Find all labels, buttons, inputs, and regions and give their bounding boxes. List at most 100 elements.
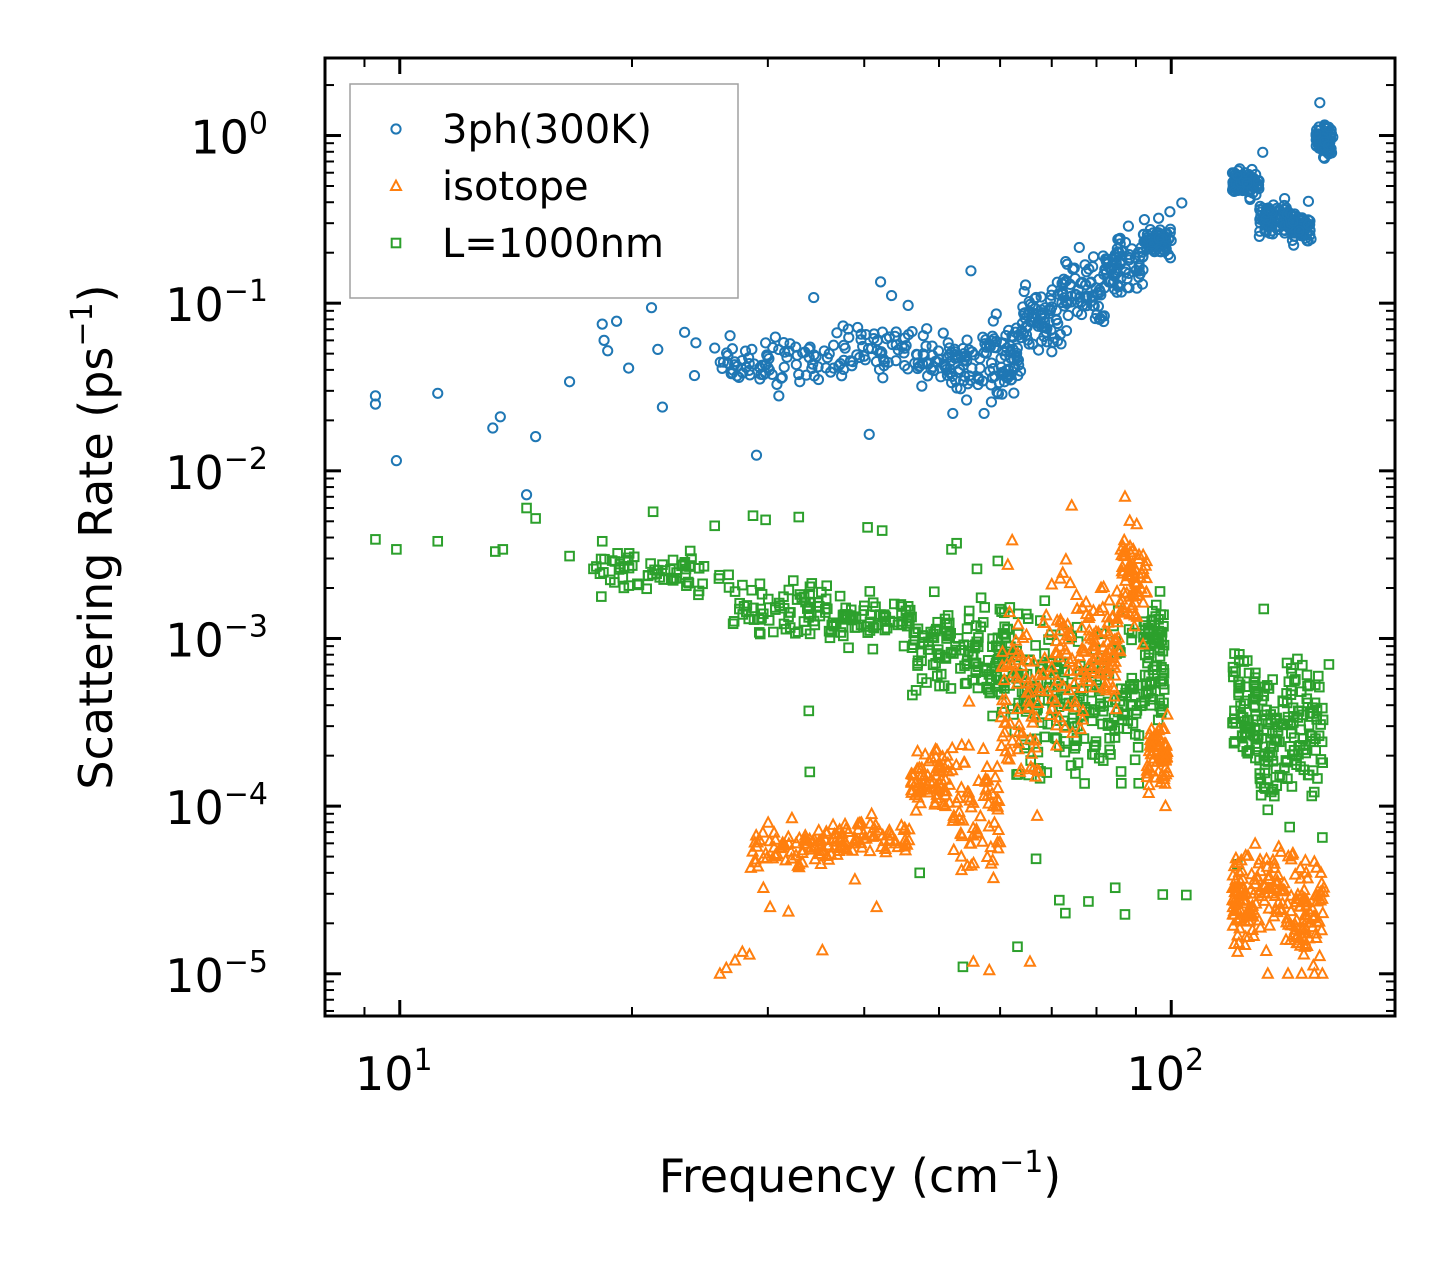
data-point — [1306, 901, 1320, 915]
data-point — [997, 628, 1009, 639]
data-point — [895, 599, 907, 610]
data-point — [564, 550, 575, 562]
x-axis-title: Frequency (cm−1) — [659, 1145, 1062, 1203]
data-point — [1158, 697, 1169, 709]
data-point — [1011, 741, 1025, 755]
data-point — [970, 824, 985, 838]
data-point — [1065, 760, 1077, 771]
data-point — [1259, 755, 1271, 766]
data-point — [1146, 238, 1158, 250]
data-point — [1003, 716, 1017, 729]
data-point — [951, 537, 962, 549]
data-point — [849, 622, 861, 633]
data-point — [995, 659, 1009, 672]
data-point — [1233, 682, 1245, 694]
data-point — [848, 871, 862, 885]
data-point — [1100, 667, 1114, 681]
data-point — [750, 449, 763, 461]
data-point — [1310, 128, 1322, 140]
data-point — [928, 795, 942, 808]
data-point — [1156, 721, 1170, 735]
data-point — [902, 363, 914, 375]
data-point — [1060, 907, 1071, 919]
data-point — [1234, 883, 1248, 896]
data-point — [970, 620, 982, 631]
data-point — [952, 804, 966, 817]
data-point — [1065, 725, 1080, 738]
data-point — [984, 687, 996, 699]
data-point — [785, 607, 796, 618]
data-point — [1049, 633, 1064, 647]
data-point — [890, 326, 902, 338]
data-point — [494, 411, 506, 423]
data-point — [1249, 896, 1263, 909]
data-point — [1096, 600, 1110, 613]
data-point — [390, 455, 402, 467]
data-point — [1252, 175, 1264, 187]
data-point — [1139, 584, 1154, 597]
data-point — [1059, 551, 1073, 565]
data-point — [1087, 679, 1101, 693]
data-point — [1293, 871, 1308, 884]
data-point — [1231, 169, 1243, 181]
data-point — [996, 388, 1008, 400]
data-point — [731, 360, 744, 372]
data-point — [1001, 557, 1015, 570]
data-point — [1114, 605, 1128, 618]
data-point — [981, 787, 995, 801]
y-tick-label: 10−2 — [165, 442, 268, 500]
data-point — [1146, 615, 1157, 627]
data-point — [1155, 626, 1166, 638]
data-point — [1139, 558, 1153, 571]
data-point — [1010, 701, 1024, 715]
data-point — [1126, 634, 1137, 646]
data-point — [745, 844, 760, 857]
data-point — [656, 401, 669, 413]
data-point — [999, 621, 1010, 633]
data-point — [1022, 307, 1035, 319]
data-point — [1028, 769, 1043, 782]
data-point — [934, 772, 949, 786]
data-point — [1043, 707, 1057, 720]
data-point — [1286, 749, 1298, 760]
data-point — [1073, 721, 1088, 735]
data-point — [1078, 733, 1090, 744]
data-point — [1072, 757, 1084, 769]
data-point — [741, 606, 752, 618]
data-point — [987, 315, 999, 327]
data-point — [1097, 755, 1109, 766]
data-point — [1160, 707, 1175, 720]
data-point — [1107, 632, 1122, 646]
data-point — [812, 361, 824, 373]
data-point — [1097, 705, 1109, 717]
data-point — [995, 352, 1007, 364]
data-point — [1056, 678, 1071, 692]
data-point — [1019, 627, 1034, 641]
data-point — [1123, 606, 1137, 620]
data-point — [815, 843, 829, 857]
data-point — [1019, 279, 1032, 291]
data-point — [1008, 387, 1020, 399]
data-point — [1238, 937, 1252, 951]
data-point — [896, 609, 907, 621]
data-point — [1065, 498, 1079, 511]
data-point — [1288, 732, 1300, 743]
data-point — [1307, 854, 1322, 867]
data-point — [1259, 943, 1273, 957]
data-point — [647, 506, 659, 518]
data-point — [1295, 761, 1306, 772]
data-point — [1054, 894, 1065, 906]
data-point — [602, 345, 614, 357]
data-point — [874, 276, 887, 288]
data-point — [1299, 936, 1313, 949]
data-point — [735, 944, 750, 957]
data-point — [1310, 733, 1321, 744]
data-point — [1141, 785, 1156, 798]
data-point — [1031, 695, 1045, 709]
data-point — [530, 431, 542, 443]
data-point — [1145, 700, 1157, 711]
data-point — [1046, 346, 1058, 358]
data-point — [1029, 740, 1043, 753]
data-point — [949, 757, 964, 771]
data-point — [724, 330, 736, 342]
